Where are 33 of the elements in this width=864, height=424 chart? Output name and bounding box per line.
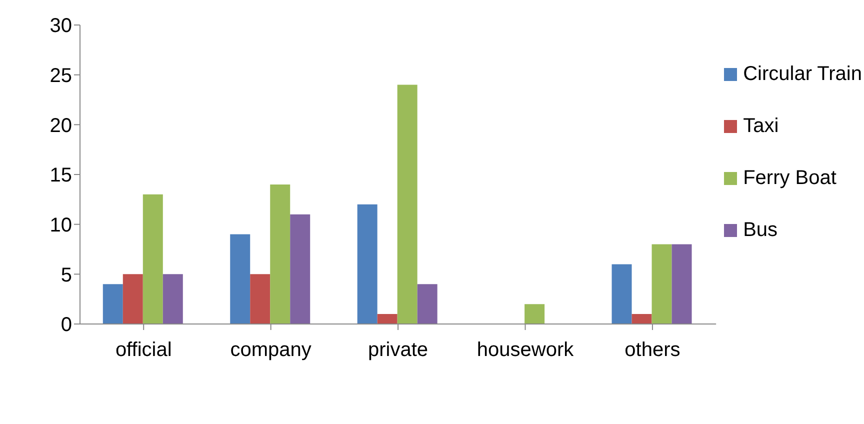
legend-label: Bus [743,218,778,242]
bar [102,284,123,324]
bar [652,244,672,324]
bar [632,314,652,324]
legend-label: Taxi [743,114,779,138]
bar [290,214,310,324]
bar [250,274,270,324]
y-tick-label: 20 [50,114,72,137]
bar [142,194,163,324]
bar [417,284,438,324]
bar [162,274,183,324]
x-tick-label: company [230,339,312,362]
bar [397,84,418,324]
y-tick-label: 15 [50,164,72,187]
y-tick-label: 25 [50,64,72,87]
y-tick-label: 10 [50,214,72,236]
bar [122,274,143,324]
bar [357,204,378,324]
bar [230,234,250,324]
bar [377,314,398,324]
x-tick-label: private [368,339,428,362]
y-tick-label: 5 [60,264,72,286]
legend-label: Ferry Boat [743,166,836,190]
x-tick-label: official [115,339,172,362]
y-tick-label: 0 [60,314,72,336]
bar [672,244,692,324]
x-tick-label: others [624,339,680,362]
x-tick-label: housework [476,339,575,362]
bar [612,264,632,324]
y-tick-label: 30 [50,15,72,38]
bar [524,304,545,324]
bar [270,184,290,324]
legend-label: Circular Train [743,62,862,86]
